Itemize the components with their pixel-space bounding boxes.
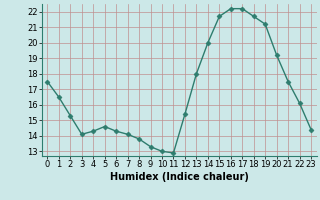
X-axis label: Humidex (Indice chaleur): Humidex (Indice chaleur) <box>110 172 249 182</box>
